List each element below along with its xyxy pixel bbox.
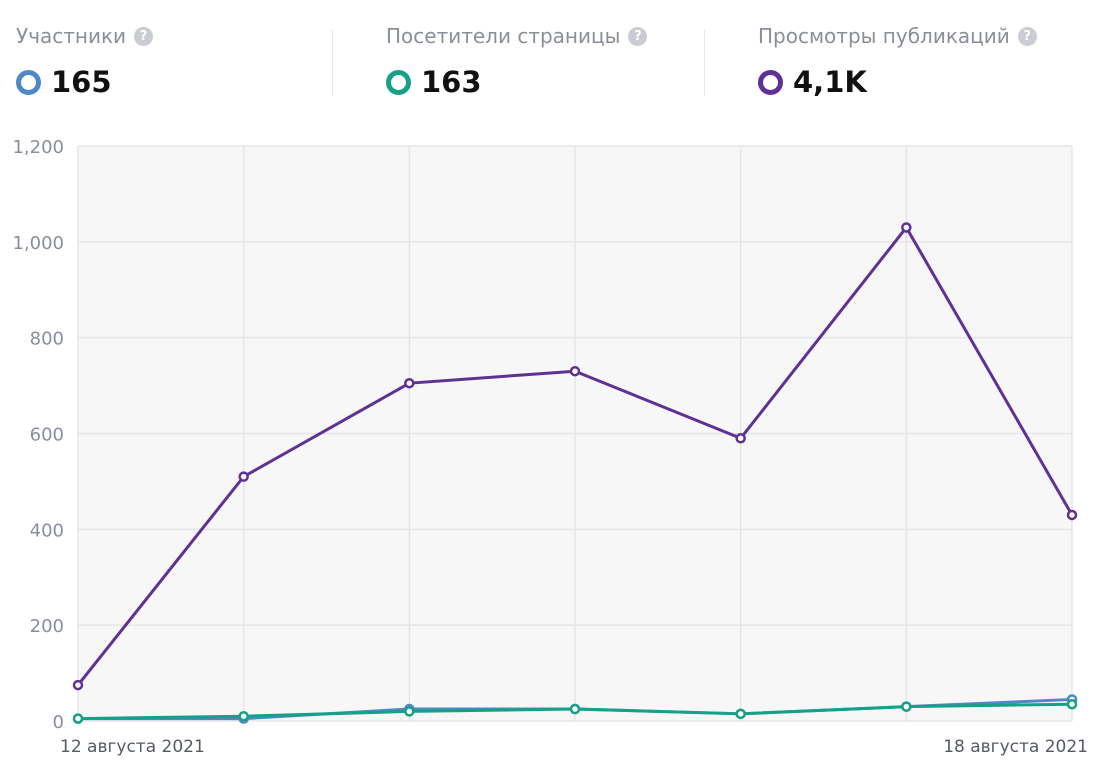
series-2	[72, 698, 1078, 724]
x-tick-label: 18 августа 2021	[943, 737, 1088, 757]
data-point	[1066, 509, 1078, 521]
data-point	[569, 703, 581, 715]
y-tick-label: 400	[30, 520, 64, 541]
data-point	[238, 471, 249, 482]
metric-participants[interactable]: Участники ? 165	[16, 0, 316, 110]
chart-grid	[77, 145, 1073, 722]
y-tick-label: 600	[30, 425, 64, 446]
metric-post-views-label-row: Просмотры публикаций ?	[758, 24, 1037, 48]
metric-page-visitors-label-row: Посетители страницы ?	[386, 24, 648, 48]
y-tick-label: 800	[30, 329, 64, 350]
metric-post-views[interactable]: Просмотры публикаций ? 4,1K	[758, 0, 1078, 110]
data-point	[72, 679, 84, 691]
data-point	[735, 708, 746, 720]
help-question-icon[interactable]: ?	[628, 26, 648, 46]
ring-marker-icon	[386, 69, 411, 95]
metric-page-visitors-value-row: 163	[386, 62, 482, 102]
ring-marker-icon	[758, 69, 783, 95]
metric-page-visitors-value: 163	[421, 65, 482, 99]
data-point	[1066, 698, 1078, 710]
data-point	[569, 365, 581, 377]
data-point	[901, 701, 912, 712]
data-point	[404, 706, 415, 717]
x-axis: 12 августа 2021 18 августа 2021	[60, 737, 1088, 757]
metric-participants-label: Участники	[16, 24, 127, 48]
ring-marker-icon	[16, 69, 41, 95]
y-tick-label: 0	[53, 712, 64, 733]
help-question-icon[interactable]: ?	[134, 26, 154, 46]
series-3	[72, 222, 1078, 691]
data-point	[72, 713, 84, 724]
metric-participants-label-row: Участники ?	[16, 24, 154, 48]
metric-post-views-label: Просмотры публикаций	[758, 24, 1010, 48]
chart-series	[72, 222, 1078, 724]
metric-participants-value-row: 165	[16, 62, 112, 102]
metric-page-visitors-label: Посетители страницы	[386, 24, 621, 48]
y-tick-label: 200	[30, 616, 64, 637]
x-tick-label: 12 августа 2021	[60, 737, 205, 757]
metric-participants-value: 165	[51, 65, 112, 99]
help-question-icon[interactable]: ?	[1017, 26, 1037, 46]
data-point	[735, 433, 746, 444]
metric-post-views-value: 4,1K	[793, 65, 867, 99]
metric-post-views-value-row: 4,1K	[758, 62, 867, 102]
divider	[704, 30, 705, 96]
data-point	[238, 710, 249, 722]
y-axis: 0 200 400 600 800 1,000 1,200	[12, 137, 64, 733]
divider	[332, 30, 333, 96]
y-tick-label: 1,200	[12, 137, 64, 158]
data-point	[901, 222, 912, 233]
metric-page-visitors[interactable]: Посетители страницы ? 163	[386, 0, 686, 110]
y-tick-label: 1,000	[12, 233, 64, 254]
metrics-summary: Участники ? 165 Посетители страницы ? 16…	[0, 0, 1113, 110]
data-point	[404, 377, 415, 389]
